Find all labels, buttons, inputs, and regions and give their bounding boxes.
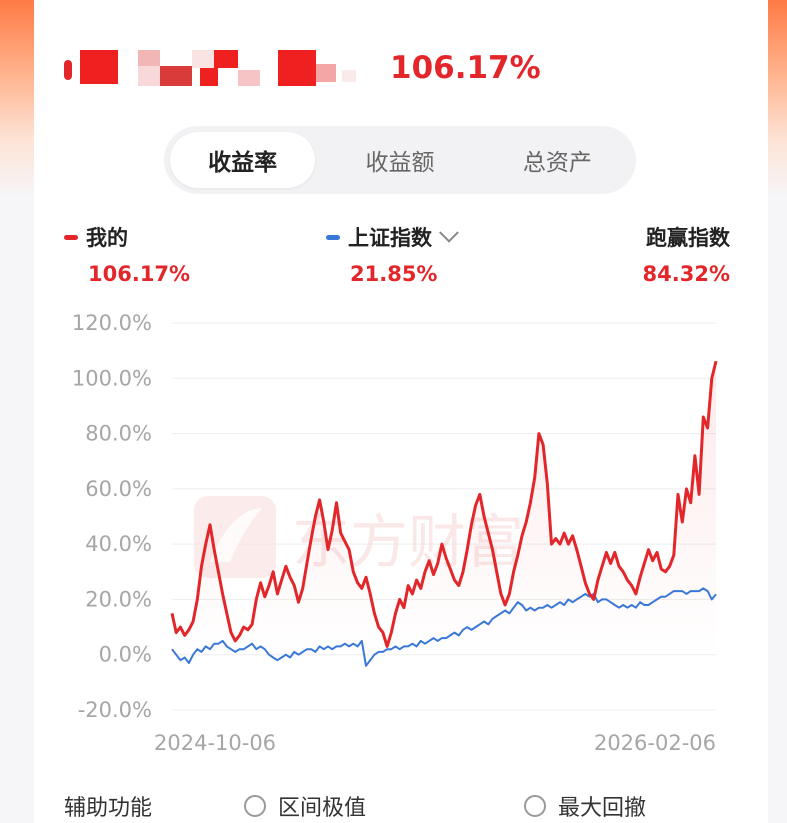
auxiliary-functions: 辅助功能 区间极值 最大回撤 (64, 790, 764, 823)
legend-index-label[interactable]: 上证指数 (348, 226, 432, 250)
total-return-value: 106.17% (390, 50, 541, 86)
y-tick-label: 60.0% (85, 477, 152, 501)
x-tick-label: 2026-02-06 (594, 731, 716, 755)
legend-mine-label: 我的 (86, 226, 128, 250)
legend-beat-value: 84.32% (642, 262, 730, 286)
y-tick-label: 80.0% (85, 422, 152, 446)
legend-index-marker (326, 234, 340, 240)
series-mine-line (170, 360, 718, 648)
aux-title: 辅助功能 (64, 796, 153, 821)
account-name (64, 40, 356, 90)
y-tick-label: 100.0% (72, 366, 152, 390)
y-tick-label: 40.0% (85, 532, 152, 556)
chevron-down-icon[interactable] (439, 222, 459, 243)
option-range-extremes-label[interactable]: 区间极值 (278, 796, 367, 821)
content-card: 106.17% 收益率 收益额 总资产 我的 106.17% 上证指数 21.8… (34, 0, 768, 823)
radio-range-extremes[interactable] (244, 795, 266, 817)
radio-max-drawdown[interactable] (524, 795, 546, 817)
metric-tab-bar: 收益率 收益额 总资产 (164, 126, 636, 194)
series-index-line (171, 587, 717, 667)
tab-return-amount[interactable]: 收益额 (365, 150, 435, 176)
tab-return-rate[interactable]: 收益率 (170, 132, 316, 188)
legend-beat-label: 跑赢指数 (646, 226, 730, 250)
y-tick-label: 20.0% (85, 587, 152, 611)
page-background-left (0, 0, 34, 823)
legend-mine: 我的 106.17% (64, 222, 190, 286)
option-range-extremes[interactable]: 区间极值 (244, 790, 366, 822)
legend-index-value: 21.85% (350, 262, 438, 286)
blurred-account-name (64, 44, 356, 86)
x-tick-label: 2024-10-06 (154, 731, 276, 755)
option-max-drawdown-label[interactable]: 最大回撤 (558, 796, 647, 821)
return-chart[interactable]: 东方财富 120.0%100.0%80.0%60.0%40.0%20.0%0.0… (34, 300, 768, 760)
legend-mine-value: 106.17% (88, 262, 191, 286)
series-mine-area (172, 361, 716, 655)
y-tick-label: -20.0% (78, 698, 152, 722)
option-max-drawdown[interactable]: 最大回撤 (524, 790, 646, 822)
y-tick-label: 120.0% (72, 311, 152, 335)
y-tick-label: 0.0% (99, 643, 152, 667)
legend-index[interactable]: 上证指数 21.85% (326, 222, 459, 286)
legend-mine-marker (64, 234, 78, 240)
legend-beat: 跑赢指数 84.32% (643, 222, 730, 286)
tab-total-assets[interactable]: 总资产 (522, 150, 592, 176)
